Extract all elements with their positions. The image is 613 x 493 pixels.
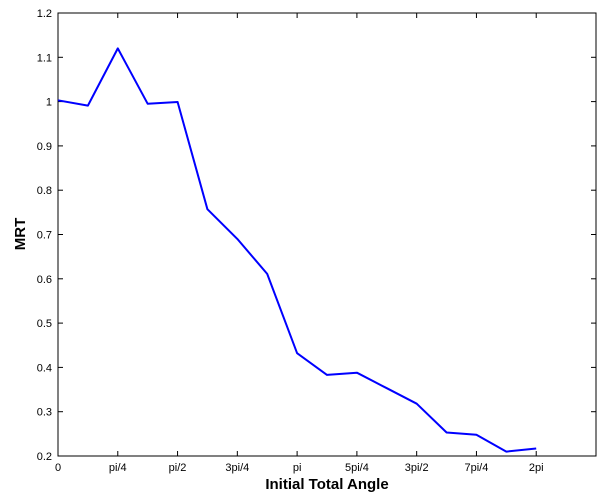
- y-tick-label: 1.2: [37, 8, 52, 20]
- y-axis-title: MRT: [12, 218, 29, 251]
- x-tick-label: 2pi: [529, 462, 544, 474]
- y-tick-label: 0.2: [37, 451, 52, 463]
- axis-ticks: [57, 12, 596, 457]
- x-tick-label: pi/2: [169, 462, 187, 474]
- y-tick-label: 0.8: [37, 185, 52, 197]
- tick-labels: 0 pi/4 pi/2 3pi/4 pi 5pi/4 3pi/2 7pi/4 2pi 0.2 0.3…: [37, 8, 544, 474]
- y-tick-label: 1: [46, 97, 52, 109]
- x-tick-label: 0: [55, 462, 61, 474]
- y-tick-label: 1.1: [37, 52, 52, 64]
- series-line: [57, 47, 537, 453]
- x-tick-label: 3pi/2: [405, 462, 429, 474]
- x-tick-label: pi/4: [109, 462, 127, 474]
- x-tick-label: pi: [293, 462, 302, 474]
- y-tick-label: 0.6: [37, 274, 52, 286]
- y-tick-label: 0.9: [37, 141, 52, 153]
- y-tick-label: 0.5: [37, 318, 52, 330]
- x-tick-label: 3pi/4: [225, 462, 249, 474]
- x-tick-label: 5pi/4: [345, 462, 369, 474]
- y-tick-label: 0.3: [37, 407, 52, 419]
- plot-area-frame: [57, 12, 597, 457]
- y-tick-label: 0.7: [37, 230, 52, 242]
- x-tick-label: 7pi/4: [465, 462, 489, 474]
- y-tick-label: 0.4: [37, 362, 52, 374]
- x-axis-title: Initial Total Angle: [265, 476, 388, 493]
